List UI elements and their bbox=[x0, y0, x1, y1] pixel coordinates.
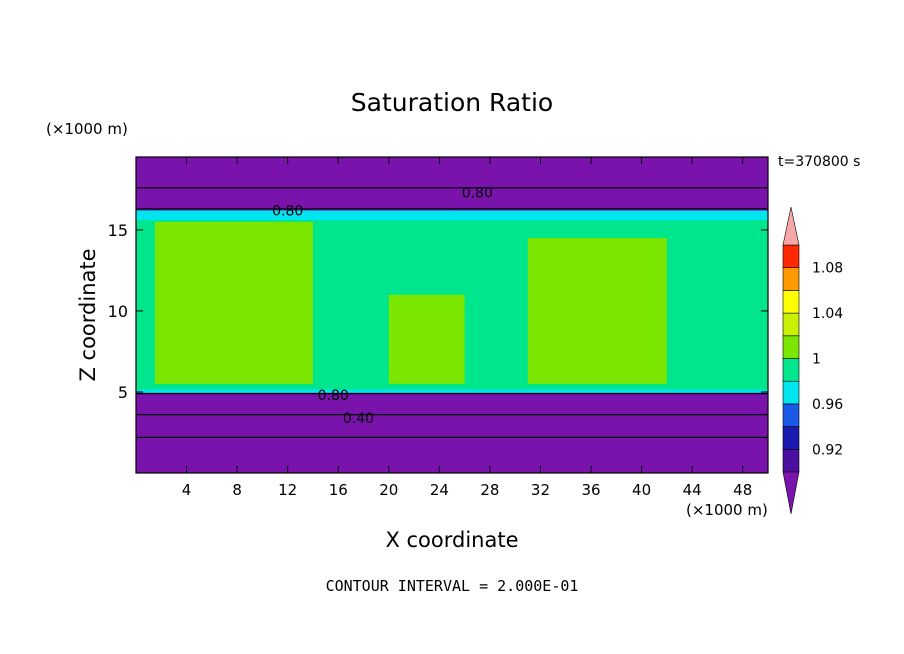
plot-frame bbox=[135, 156, 769, 474]
transition-band-upper bbox=[136, 210, 768, 221]
colorbar-label-0.92: 0.92 bbox=[812, 442, 843, 458]
colorbar-swatch-0 bbox=[782, 448, 800, 473]
contour-label-3: 0.40 bbox=[343, 411, 374, 427]
colorbar-swatch-9 bbox=[782, 244, 800, 269]
x-axis-label: X coordinate bbox=[385, 528, 519, 552]
contour-interval-note: CONTOUR INTERVAL = 2.000E-01 bbox=[325, 577, 579, 595]
y-tick-label-5: 5 bbox=[118, 383, 128, 402]
x-tick-label-24: 24 bbox=[430, 481, 449, 499]
x-tick-label-36: 36 bbox=[581, 481, 600, 499]
x-tick-label-20: 20 bbox=[379, 481, 398, 499]
y-tick-label-15: 15 bbox=[108, 221, 128, 240]
field-region-5 bbox=[136, 157, 768, 214]
contour-label-0: 0.80 bbox=[272, 203, 303, 219]
colorbar-label-1.08: 1.08 bbox=[812, 261, 843, 277]
x-tick-label-40: 40 bbox=[632, 481, 651, 499]
field-region-3 bbox=[388, 294, 465, 384]
contour-label-2: 0.80 bbox=[318, 388, 349, 404]
colorbar-label-1.04: 1.04 bbox=[812, 306, 843, 322]
colorbar-swatch-8 bbox=[782, 267, 800, 291]
transition-band-lower bbox=[136, 389, 768, 393]
colorbar-swatch-4 bbox=[782, 358, 800, 382]
colorbar-swatch-7 bbox=[782, 290, 800, 314]
x-tick-label-28: 28 bbox=[480, 481, 499, 499]
colorbar-swatch-1 bbox=[782, 426, 800, 450]
x-tick-label-48: 48 bbox=[733, 481, 752, 499]
colorbar-under-triangle bbox=[782, 471, 800, 515]
colorbar-label-1: 1 bbox=[812, 352, 821, 368]
x-axis-unit: (×1000 m) bbox=[686, 501, 768, 519]
contour-label-1: 0.80 bbox=[462, 186, 493, 202]
x-tick-label-8: 8 bbox=[232, 481, 242, 499]
x-tick-label-4: 4 bbox=[182, 481, 192, 499]
colorbar-swatch-2 bbox=[782, 403, 800, 427]
colorbar-swatch-3 bbox=[782, 380, 800, 405]
x-tick-label-16: 16 bbox=[329, 481, 348, 499]
colorbar-swatch-5 bbox=[782, 335, 800, 359]
colorbar-swatch-6 bbox=[782, 312, 800, 337]
x-tick-label-12: 12 bbox=[278, 481, 297, 499]
colorbar-over-triangle bbox=[782, 206, 800, 246]
colorbar-label-0.96: 0.96 bbox=[812, 397, 843, 413]
x-tick-label-44: 44 bbox=[683, 481, 702, 499]
y-tick-label-10: 10 bbox=[108, 302, 128, 321]
time-label: t=370800 s bbox=[778, 154, 861, 170]
x-tick-label-32: 32 bbox=[531, 481, 550, 499]
y-axis-unit: (×1000 m) bbox=[46, 120, 128, 138]
field-region-2 bbox=[154, 221, 313, 384]
field-region-4 bbox=[527, 238, 667, 384]
field-region-0 bbox=[136, 391, 768, 473]
chart-title: Saturation Ratio bbox=[350, 88, 554, 117]
